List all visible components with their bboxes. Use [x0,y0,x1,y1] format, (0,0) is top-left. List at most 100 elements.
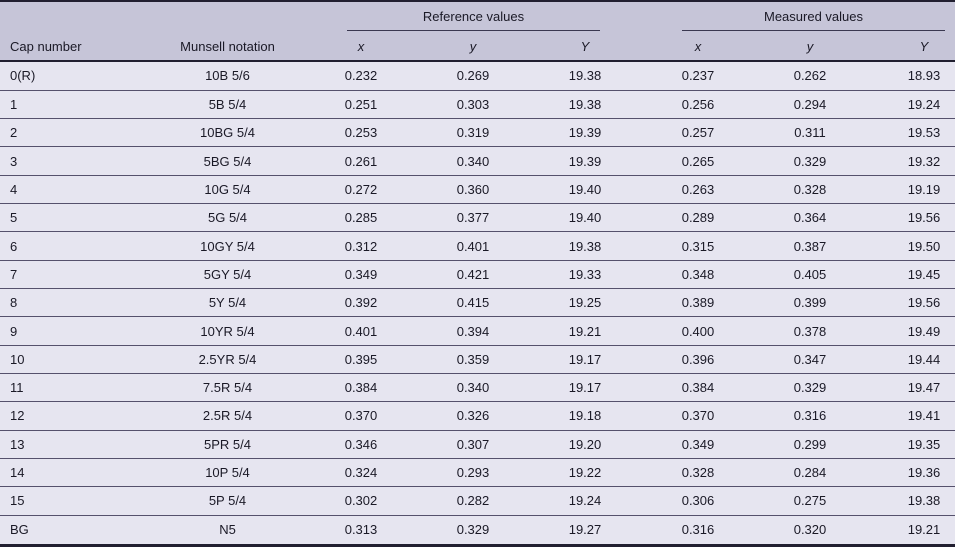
cell-meas-x: 0.349 [641,430,755,459]
cell-meas-Y: 19.19 [865,175,955,205]
cell-meas-x: 0.289 [641,203,755,233]
cell-cap-number: 11 [0,373,150,403]
cell-ref-Y: 19.20 [529,430,641,459]
cell-meas-Y: 19.53 [865,118,955,148]
cell-munsell-notation: 5P 5/4 [150,486,305,516]
cell-ref-Y: 19.33 [529,260,641,290]
cell-ref-x: 0.302 [305,486,417,516]
reference-values-label: Reference values [422,8,525,24]
cell-meas-x: 0.265 [641,146,755,176]
cell-ref-y: 0.340 [417,146,529,176]
cell-meas-x: 0.263 [641,175,755,205]
cell-ref-y: 0.269 [417,61,529,91]
cell-munsell-notation: 10G 5/4 [150,175,305,205]
table-row: 5 5G 5/4 0.285 0.377 19.40 0.289 0.364 19.56 [0,203,955,233]
cell-ref-Y: 19.27 [529,515,641,547]
cell-cap-number: 6 [0,231,150,261]
cell-ref-y: 0.282 [417,486,529,516]
cell-meas-y: 0.262 [755,61,865,91]
col-header-meas-x: x [641,32,755,62]
cell-meas-Y: 18.93 [865,61,955,91]
cell-ref-y: 0.329 [417,515,529,547]
cell-munsell-notation: 10P 5/4 [150,458,305,488]
cell-munsell-notation: 10YR 5/4 [150,316,305,346]
cell-ref-Y: 19.21 [529,316,641,346]
cell-cap-number: 12 [0,401,150,431]
cell-cap-number: 2 [0,118,150,148]
table-row: 8 5Y 5/4 0.392 0.415 19.25 0.389 0.399 19.56 [0,288,955,318]
cell-cap-number: 0(R) [0,61,150,91]
table-row: 6 10GY 5/4 0.312 0.401 19.38 0.315 0.387 19.… [0,231,955,261]
cell-ref-x: 0.349 [305,260,417,290]
table-row: 1 5B 5/4 0.251 0.303 19.38 0.256 0.294 19.24 [0,90,955,120]
table-row: 12 2.5R 5/4 0.370 0.326 19.18 0.370 0.316 19… [0,401,955,431]
cell-munsell-notation: 5BG 5/4 [150,146,305,176]
cell-meas-y: 0.320 [755,515,865,547]
col-header-munsell-notation: Munsell notation [150,32,305,62]
cell-ref-y: 0.394 [417,316,529,346]
cell-munsell-notation: 2.5R 5/4 [150,401,305,431]
col-header-cap-number: Cap number [0,32,150,62]
cell-ref-Y: 19.38 [529,61,641,91]
cell-ref-x: 0.313 [305,515,417,547]
cell-munsell-notation: 5G 5/4 [150,203,305,233]
cell-meas-x: 0.389 [641,288,755,318]
cell-cap-number: 10 [0,345,150,375]
cell-meas-x: 0.384 [641,373,755,403]
cell-ref-y: 0.340 [417,373,529,403]
cell-ref-x: 0.401 [305,316,417,346]
cell-meas-Y: 19.45 [865,260,955,290]
cell-meas-x: 0.370 [641,401,755,431]
cell-meas-y: 0.275 [755,486,865,516]
cell-meas-y: 0.387 [755,231,865,261]
cell-meas-x: 0.316 [641,515,755,547]
cell-meas-y: 0.399 [755,288,865,318]
group-header-spacer [0,1,305,32]
cell-ref-x: 0.392 [305,288,417,318]
cell-ref-x: 0.346 [305,430,417,459]
cell-meas-x: 0.328 [641,458,755,488]
table-row: 15 5P 5/4 0.302 0.282 19.24 0.306 0.275 19.3… [0,486,955,516]
cell-ref-y: 0.401 [417,231,529,261]
cell-cap-number: 9 [0,316,150,346]
cell-meas-y: 0.311 [755,118,865,148]
cell-ref-y: 0.415 [417,288,529,318]
cell-meas-Y: 19.32 [865,146,955,176]
cell-meas-Y: 19.38 [865,486,955,516]
cell-ref-y: 0.377 [417,203,529,233]
cell-meas-x: 0.348 [641,260,755,290]
table-row: 3 5BG 5/4 0.261 0.340 19.39 0.265 0.329 19.3… [0,146,955,176]
table-row: 11 7.5R 5/4 0.384 0.340 19.17 0.384 0.329 19… [0,373,955,403]
cell-meas-y: 0.347 [755,345,865,375]
col-header-meas-Y: Y [865,32,955,62]
cell-ref-Y: 19.39 [529,118,641,148]
table-row: 9 10YR 5/4 0.401 0.394 19.21 0.400 0.378 19.… [0,316,955,346]
cell-ref-y: 0.421 [417,260,529,290]
table-body: 0(R) 10B 5/6 0.232 0.269 19.38 0.237 0.262 1… [0,61,955,547]
cell-munsell-notation: 5PR 5/4 [150,430,305,459]
column-header-row: Cap number Munsell notation x y Y x y Y [0,32,955,62]
cell-munsell-notation: 10B 5/6 [150,61,305,91]
cell-meas-Y: 19.36 [865,458,955,488]
table-row: 4 10G 5/4 0.272 0.360 19.40 0.263 0.328 19.1… [0,175,955,205]
cell-ref-x: 0.370 [305,401,417,431]
cell-meas-Y: 19.41 [865,401,955,431]
cell-ref-Y: 19.18 [529,401,641,431]
cell-ref-x: 0.395 [305,345,417,375]
cell-meas-x: 0.306 [641,486,755,516]
cell-ref-y: 0.307 [417,430,529,459]
cell-meas-y: 0.299 [755,430,865,459]
cell-ref-x: 0.312 [305,231,417,261]
cell-ref-x: 0.272 [305,175,417,205]
cell-meas-x: 0.315 [641,231,755,261]
cell-meas-Y: 19.44 [865,345,955,375]
cell-meas-Y: 19.24 [865,90,955,120]
cell-meas-Y: 19.47 [865,373,955,403]
cell-cap-number: 13 [0,430,150,459]
cell-ref-x: 0.253 [305,118,417,148]
cell-munsell-notation: 5B 5/4 [150,90,305,120]
group-header-measured: Measured values [641,1,955,32]
cell-ref-Y: 19.40 [529,175,641,205]
cell-ref-x: 0.261 [305,146,417,176]
